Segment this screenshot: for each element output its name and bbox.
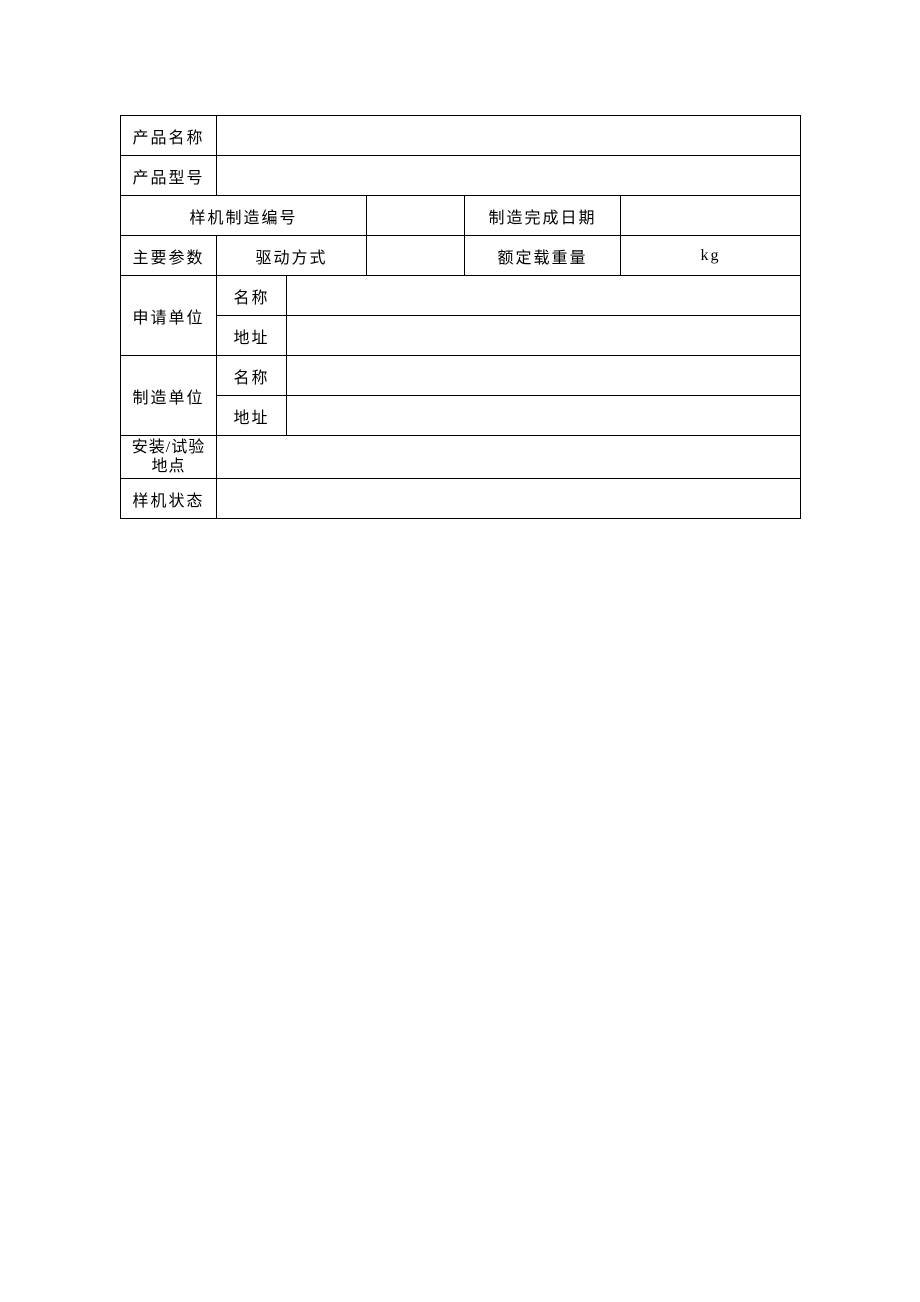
label-install-test-loc: 安装/试验 地点 [121, 436, 217, 479]
value-install-test-loc [217, 436, 801, 479]
label-install-test-loc-line1: 安装/试验 [132, 439, 205, 456]
label-install-test-loc-line2: 地点 [151, 458, 185, 475]
label-manufacturer-org: 制造单位 [121, 356, 217, 436]
label-manufacturer-address: 地址 [217, 396, 287, 436]
label-product-name: 产品名称 [121, 116, 217, 156]
label-rated-load: 额定载重量 [465, 236, 621, 276]
value-prototype-status [217, 479, 801, 519]
label-main-params: 主要参数 [121, 236, 217, 276]
product-info-table: 产品名称 产品型号 样机制造编号 制造完成日期 主要参数 驱动方式 额定载重量 … [120, 115, 801, 519]
label-applicant-name: 名称 [217, 276, 287, 316]
label-manufacturer-name: 名称 [217, 356, 287, 396]
label-rated-load-unit: kg [621, 236, 801, 276]
label-applicant-address: 地址 [217, 316, 287, 356]
label-drive-method: 驱动方式 [217, 236, 367, 276]
label-completion-date: 制造完成日期 [465, 196, 621, 236]
value-drive-method [367, 236, 465, 276]
value-applicant-address [287, 316, 801, 356]
value-manufacturer-address [287, 396, 801, 436]
label-applicant-org: 申请单位 [121, 276, 217, 356]
value-product-name [217, 116, 801, 156]
value-prototype-no [367, 196, 465, 236]
label-prototype-no: 样机制造编号 [121, 196, 367, 236]
label-prototype-status: 样机状态 [121, 479, 217, 519]
value-manufacturer-name [287, 356, 801, 396]
value-applicant-name [287, 276, 801, 316]
value-completion-date [621, 196, 801, 236]
label-product-model: 产品型号 [121, 156, 217, 196]
value-product-model [217, 156, 801, 196]
